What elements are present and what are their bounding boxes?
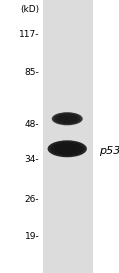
Text: (kD): (kD) [20, 5, 39, 14]
Bar [43, 0, 93, 273]
Text: 117-: 117- [19, 30, 39, 38]
Text: 48-: 48- [25, 120, 39, 129]
Text: p53: p53 [99, 146, 119, 156]
Ellipse shape [51, 142, 84, 156]
Ellipse shape [48, 140, 87, 157]
Text: 26-: 26- [25, 195, 39, 204]
Ellipse shape [55, 143, 80, 154]
Ellipse shape [57, 114, 77, 123]
Text: 19-: 19- [25, 232, 39, 241]
Text: 34-: 34- [25, 155, 39, 164]
Text: 85-: 85- [25, 68, 39, 77]
Ellipse shape [54, 113, 80, 124]
Ellipse shape [52, 112, 83, 125]
